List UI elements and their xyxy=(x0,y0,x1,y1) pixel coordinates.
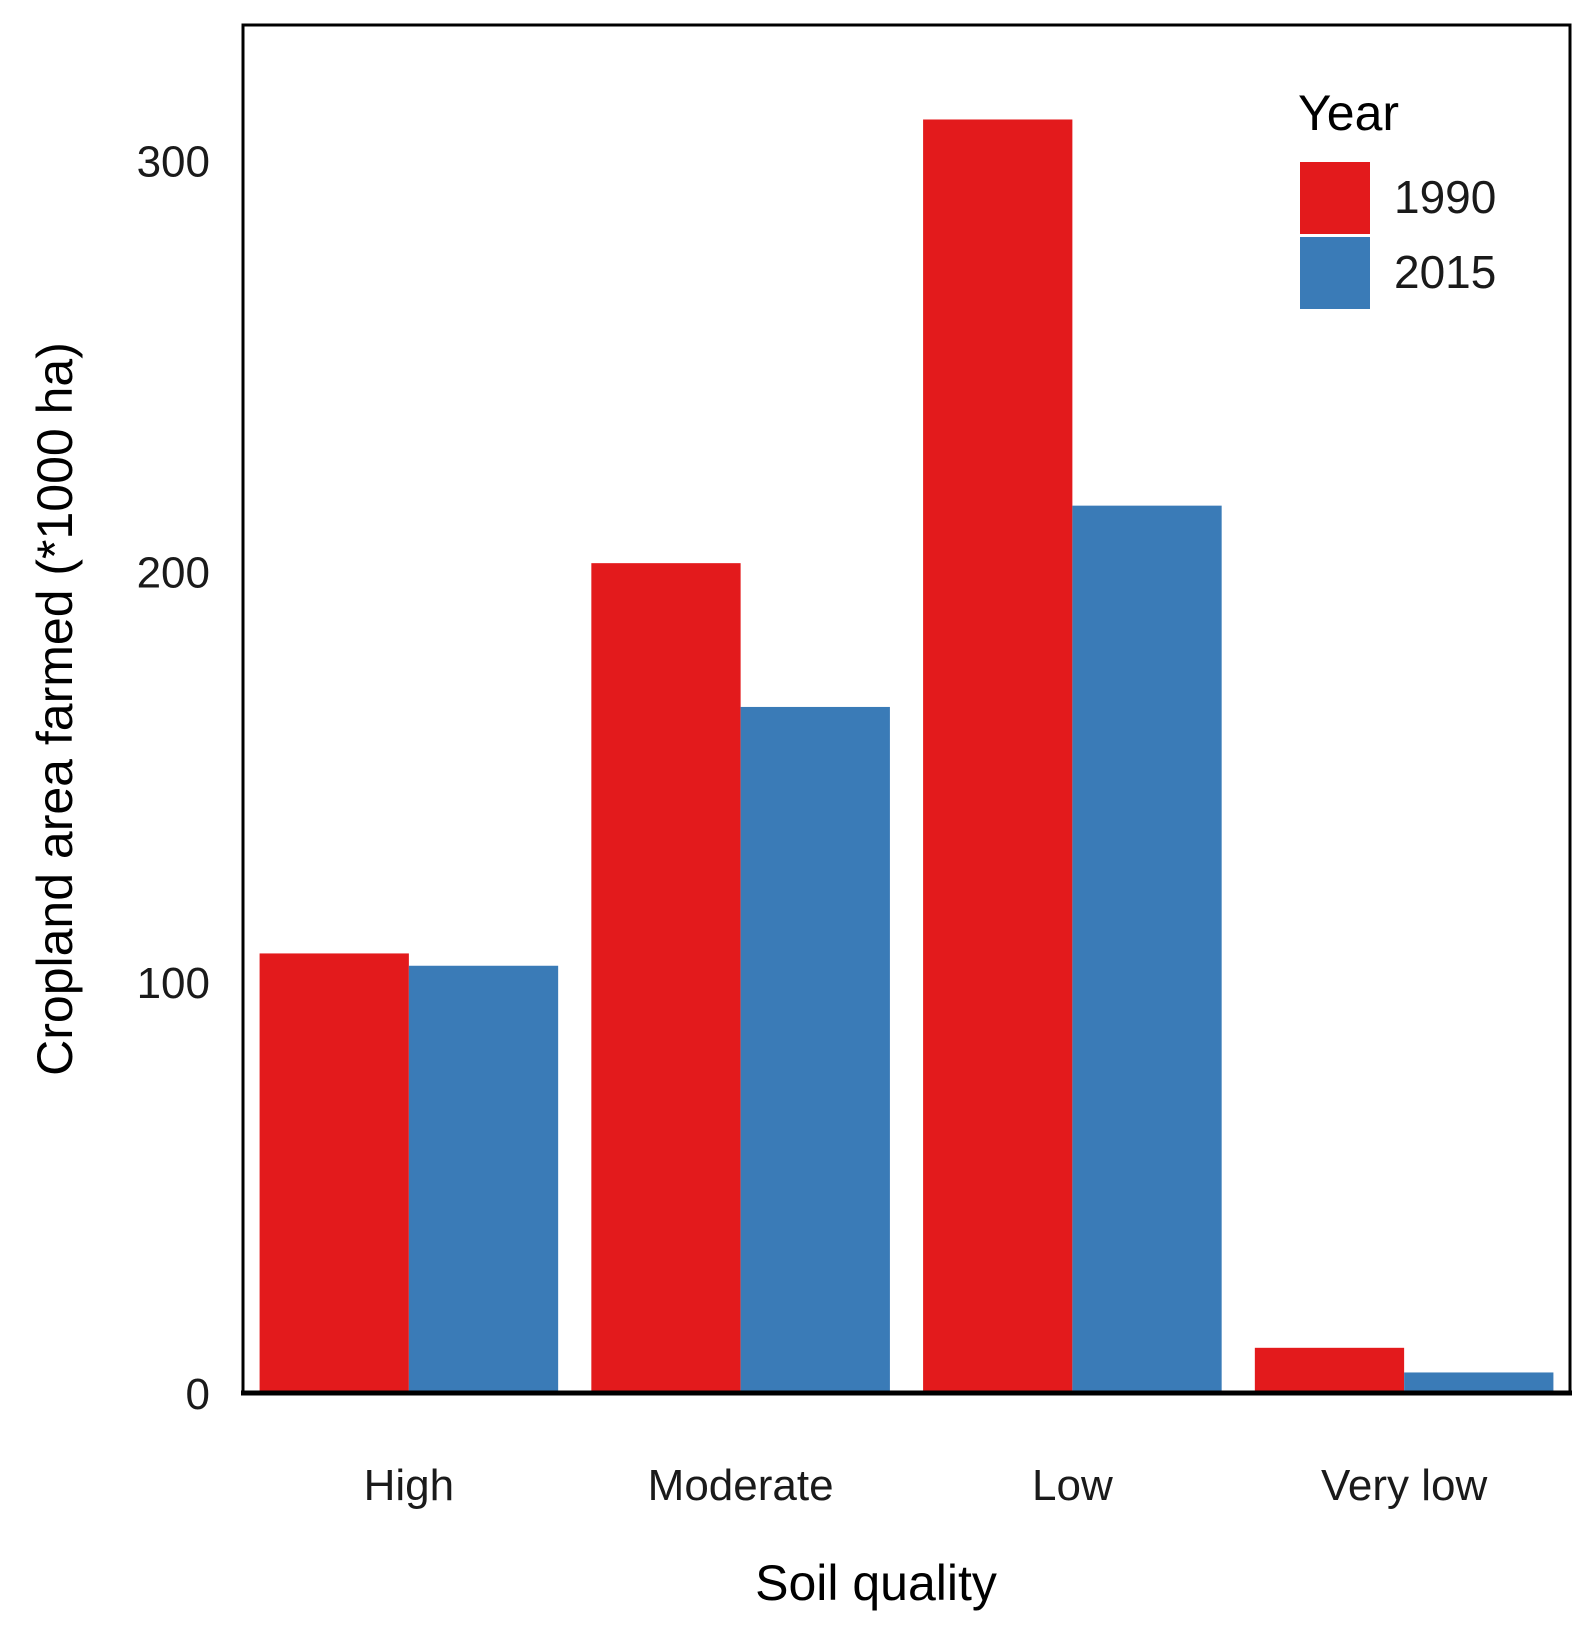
x-axis-title: Soil quality xyxy=(755,1555,997,1611)
x-tick-labels: High Moderate Low Very low xyxy=(364,1461,1488,1510)
y-tick-label-300: 300 xyxy=(137,138,210,187)
legend-swatch-2015 xyxy=(1300,237,1370,309)
bars xyxy=(259,119,1554,1394)
x-tick-label-very-low: Very low xyxy=(1321,1461,1488,1510)
legend-label-1990: 1990 xyxy=(1394,171,1496,223)
x-tick-label-low: Low xyxy=(1032,1461,1113,1510)
legend-label-2015: 2015 xyxy=(1394,246,1496,298)
x-tick-label-high: High xyxy=(364,1461,455,1510)
legend-title: Year xyxy=(1298,85,1399,141)
x-tick-label-moderate: Moderate xyxy=(648,1461,834,1510)
y-tick-labels: 0 100 200 300 xyxy=(137,138,210,1419)
legend-swatch-1990 xyxy=(1300,162,1370,234)
bar-low-1990 xyxy=(923,119,1073,1394)
bar-low-2015 xyxy=(1072,505,1222,1393)
y-tick-label-100: 100 xyxy=(137,959,210,1008)
bar-high-1990 xyxy=(259,953,409,1393)
legend: Year 1990 2015 xyxy=(1298,85,1496,309)
bar-very-low-2015 xyxy=(1404,1372,1554,1393)
bar-very-low-1990 xyxy=(1254,1347,1405,1393)
y-axis-title: Cropland area farmed (*1000 ha) xyxy=(27,342,83,1076)
bar-high-2015 xyxy=(408,965,559,1393)
bar-moderate-1990 xyxy=(591,563,741,1393)
bar-moderate-2015 xyxy=(740,706,890,1393)
y-tick-label-200: 200 xyxy=(137,548,210,597)
y-tick-label-0: 0 xyxy=(186,1370,210,1419)
